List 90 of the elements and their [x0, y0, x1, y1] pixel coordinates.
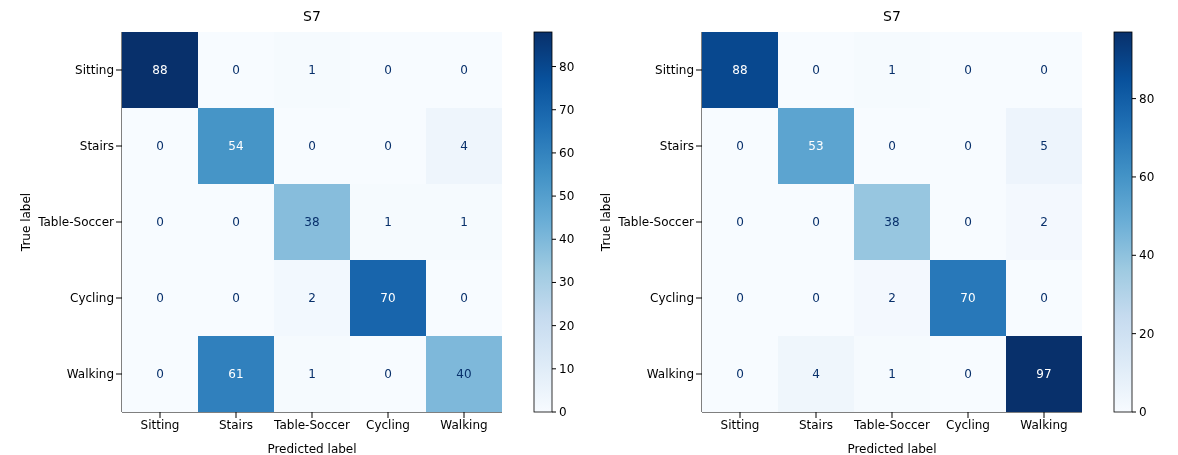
x-tick-label: Walking [440, 417, 488, 432]
data-label: 0 [964, 367, 972, 381]
data-label: 0 [384, 63, 392, 77]
x-axis-title: Predicted label [847, 442, 937, 455]
x-tick-label: Sitting [720, 417, 760, 432]
data-label: 4 [812, 367, 820, 381]
data-label: 1 [888, 367, 896, 381]
data-label: 1 [460, 215, 468, 229]
y-tick-label: Cycling [650, 291, 694, 306]
y-tick-label: Sitting [75, 63, 114, 78]
color-bar-label: 0 [1139, 405, 1147, 419]
x-tick-label: Table-Soccer [853, 417, 930, 432]
data-label: 0 [964, 139, 972, 153]
data-label: 0 [964, 215, 972, 229]
color-bar-label: 10 [559, 361, 575, 376]
x-tick-label: Stairs [798, 417, 834, 432]
data-label: 1 [888, 63, 896, 77]
data-label: 2 [1040, 215, 1048, 229]
color-bar-label: 60 [1139, 169, 1155, 184]
data-label: 61 [228, 367, 244, 381]
data-label: 1 [308, 63, 316, 77]
data-label: 0 [156, 367, 164, 381]
x-tick-label: Cycling [946, 417, 990, 432]
data-label: 0 [1040, 291, 1048, 305]
data-label: 0 [812, 215, 820, 229]
data-label: 5 [1040, 139, 1048, 153]
data-label: 0 [736, 367, 744, 381]
y-tick-label: Walking [646, 367, 694, 382]
data-label: 70 [380, 291, 396, 305]
data-label: 0 [232, 63, 240, 77]
data-label: 38 [304, 215, 320, 229]
x-tick-label: Sitting [140, 417, 180, 432]
data-label: 0 [964, 63, 972, 77]
y-tick-label: Stairs [659, 139, 694, 154]
y-tick-label: Stairs [79, 139, 114, 154]
color-bar-label: 30 [559, 275, 575, 290]
y-axis-title: True label [19, 192, 34, 253]
y-tick-label: Cycling [70, 291, 114, 306]
x-tick-label: Walking [1020, 417, 1068, 432]
data-label: 4 [460, 139, 468, 153]
x-tick-label: Stairs [218, 417, 254, 432]
x-tick-label: Table-Soccer [273, 417, 350, 432]
data-label: 53 [808, 139, 824, 153]
data-label: 2 [888, 291, 896, 305]
y-axis-title: True label [599, 192, 614, 253]
color-bar-label: 70 [559, 102, 575, 117]
data-label: 38 [884, 215, 900, 229]
data-label: 88 [732, 63, 748, 77]
data-label: 0 [384, 139, 392, 153]
color-bar-label: 80 [559, 59, 575, 74]
data-label: 0 [812, 63, 820, 77]
color-bar-label: 20 [559, 318, 575, 333]
color-bar-label: 40 [1139, 248, 1155, 263]
y-tick-label: Table-Soccer [37, 215, 115, 230]
data-label: 2 [308, 291, 316, 305]
chart-title: S7 [302, 8, 322, 24]
data-label: 0 [308, 139, 316, 153]
data-label: 0 [232, 291, 240, 305]
color-bar-label: 60 [559, 145, 575, 160]
data-label: 0 [460, 63, 468, 77]
data-label: 0 [460, 291, 468, 305]
chart-title: S7 [882, 8, 902, 24]
color-bar-label: 80 [1139, 91, 1155, 106]
data-label: 0 [736, 291, 744, 305]
data-label: 0 [736, 215, 744, 229]
y-tick-label: Walking [66, 367, 114, 382]
data-label: 0 [384, 367, 392, 381]
data-label: 70 [960, 291, 976, 305]
y-tick-label: Sitting [655, 63, 694, 78]
data-label: 1 [308, 367, 316, 381]
data-label: 54 [228, 139, 244, 153]
data-label: 0 [736, 139, 744, 153]
data-label: 88 [152, 63, 168, 77]
data-label: 0 [156, 139, 164, 153]
data-label: 40 [456, 367, 472, 381]
x-tick-label: Cycling [366, 417, 410, 432]
data-label: 1 [384, 215, 392, 229]
data-label: 97 [1036, 367, 1052, 381]
data-label: 0 [888, 139, 896, 153]
color-bar-label: 20 [1139, 326, 1155, 341]
y-tick-label: Table-Soccer [617, 215, 695, 230]
data-label: 0 [812, 291, 820, 305]
color-bar-label: 0 [559, 405, 567, 419]
data-label: 0 [1040, 63, 1048, 77]
x-axis-title: Predicted label [267, 442, 357, 455]
color-bar-label: 40 [559, 232, 575, 247]
data-label: 0 [156, 291, 164, 305]
data-label: 0 [232, 215, 240, 229]
color-bar-label: 50 [559, 189, 575, 204]
data-label: 0 [156, 215, 164, 229]
